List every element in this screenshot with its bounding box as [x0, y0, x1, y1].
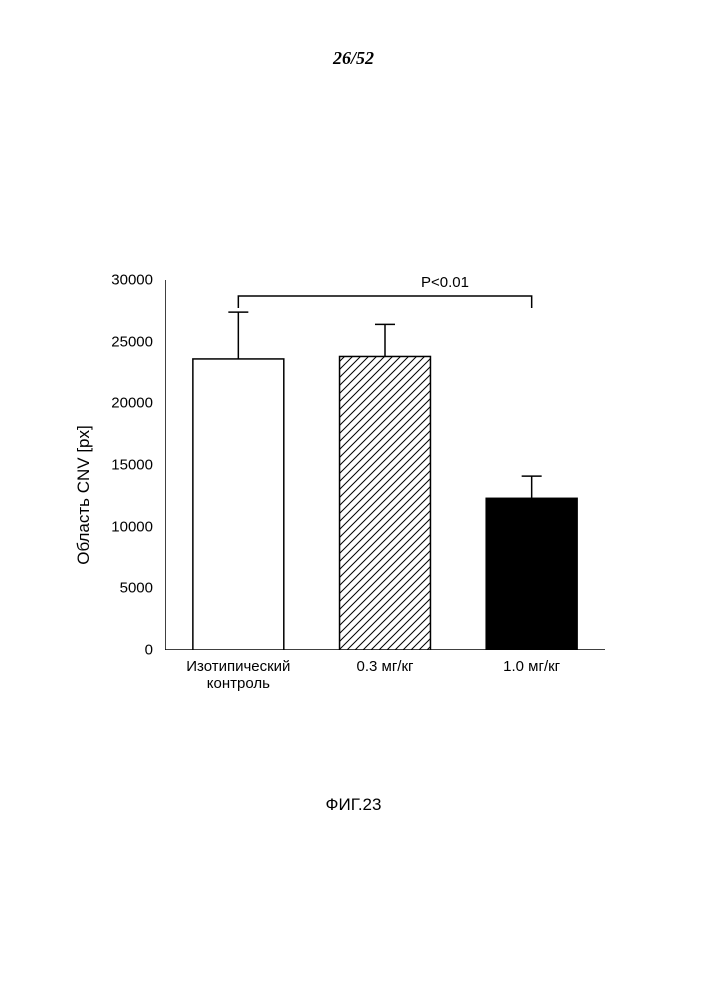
page-number: 26/52 — [0, 48, 707, 69]
x-tick-label: Изотипическийконтроль — [165, 658, 312, 693]
x-tick-label: 1.0 мг/кг — [458, 658, 605, 675]
bar-chart: Область CNV [px] 0 5000 10000 15000 2000… — [90, 280, 630, 710]
y-tick-label: 30000 — [111, 272, 153, 289]
y-axis-title: Область CNV [px] — [74, 425, 94, 564]
page: 26/52 Область CNV [px] 0 5000 10000 1500… — [0, 0, 707, 1000]
y-tick-label: 20000 — [111, 395, 153, 412]
y-tick-label: 25000 — [111, 333, 153, 350]
y-tick-label: 10000 — [111, 518, 153, 535]
plot-area — [165, 280, 605, 650]
x-tick-label: 0.3 мг/кг — [312, 658, 459, 675]
y-tick-label: 0 — [145, 642, 153, 659]
y-tick-label: 15000 — [111, 457, 153, 474]
y-tick-label: 5000 — [120, 580, 153, 597]
bars — [193, 356, 577, 650]
significance-bracket — [238, 296, 531, 308]
figure-caption: ФИГ.23 — [0, 795, 707, 815]
